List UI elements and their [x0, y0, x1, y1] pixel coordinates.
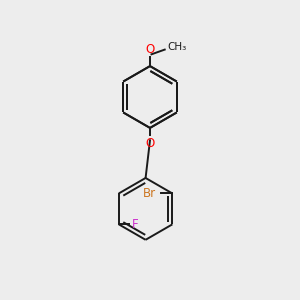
Text: O: O — [146, 43, 154, 56]
Text: Br: Br — [143, 187, 156, 200]
Text: CH₃: CH₃ — [168, 42, 187, 52]
Text: O: O — [146, 137, 154, 150]
Text: F: F — [132, 218, 139, 231]
